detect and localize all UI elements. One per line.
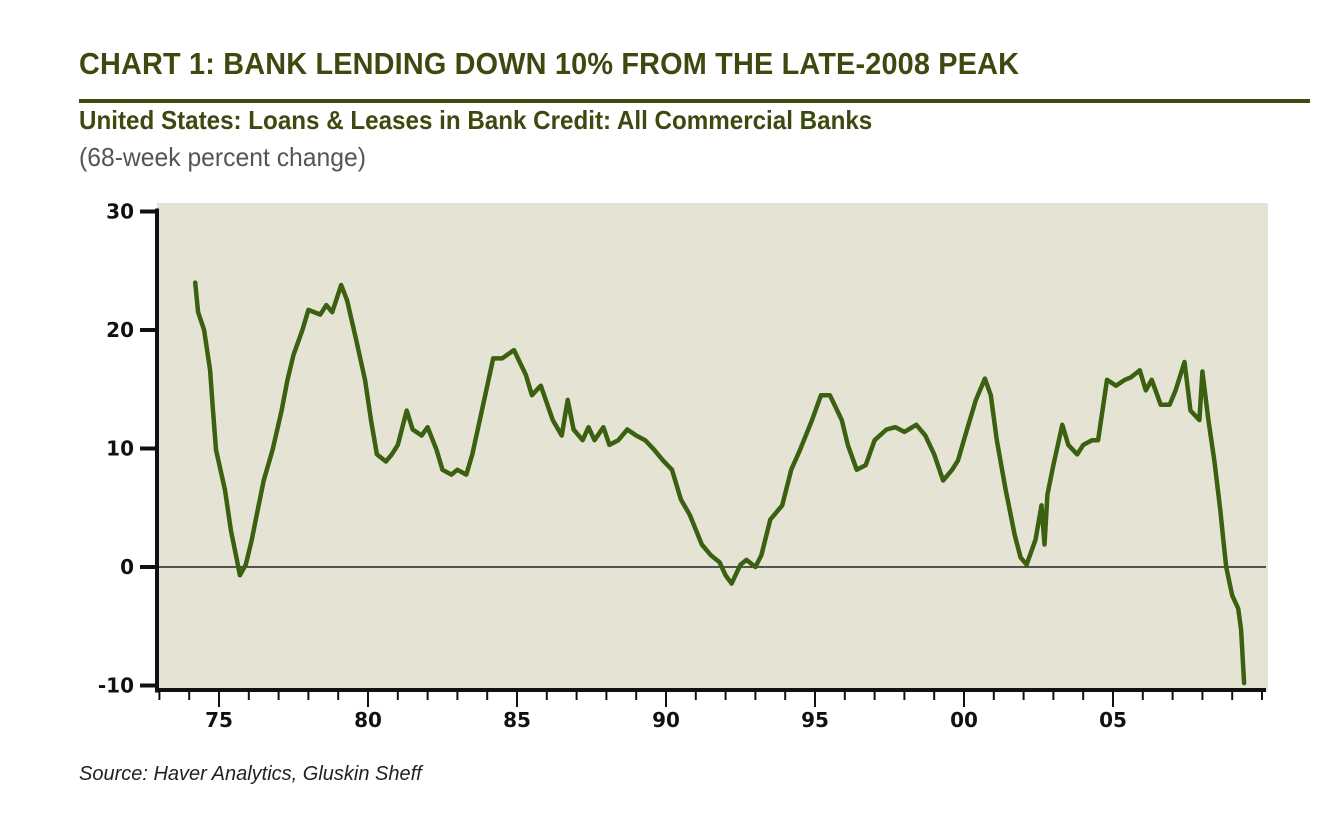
chart-title: CHART 1: BANK LENDING DOWN 10% FROM THE …	[79, 46, 1020, 81]
data-line	[192, 280, 1247, 686]
y-tick-label: 0	[120, 555, 134, 579]
plot-area	[157, 203, 1268, 691]
source-note: Source: Haver Analytics, Gluskin Sheff	[79, 763, 422, 785]
x-tick-label: 05	[1099, 708, 1127, 732]
x-tick-label: 85	[503, 708, 531, 732]
title-divider	[79, 99, 1310, 103]
y-tick-label: 30	[106, 200, 134, 224]
x-axis: 75 80 85 90 95 00 05	[155, 688, 1266, 732]
x-tick-label: 75	[205, 708, 233, 732]
chart-subtitle: United States: Loans & Leases in Bank Cr…	[79, 105, 873, 135]
x-tick-label: 00	[950, 708, 978, 732]
y-tick-label: -10	[98, 674, 134, 698]
y-axis: 30 20 10 0 -10	[98, 200, 159, 698]
x-tick-label: 90	[652, 708, 680, 732]
y-tick-label: 10	[106, 437, 134, 461]
y-tick-label: 20	[106, 318, 134, 342]
x-tick-label: 80	[354, 708, 382, 732]
x-tick-label: 95	[801, 708, 829, 732]
chart-unit-label: (68-week percent change)	[79, 142, 366, 172]
